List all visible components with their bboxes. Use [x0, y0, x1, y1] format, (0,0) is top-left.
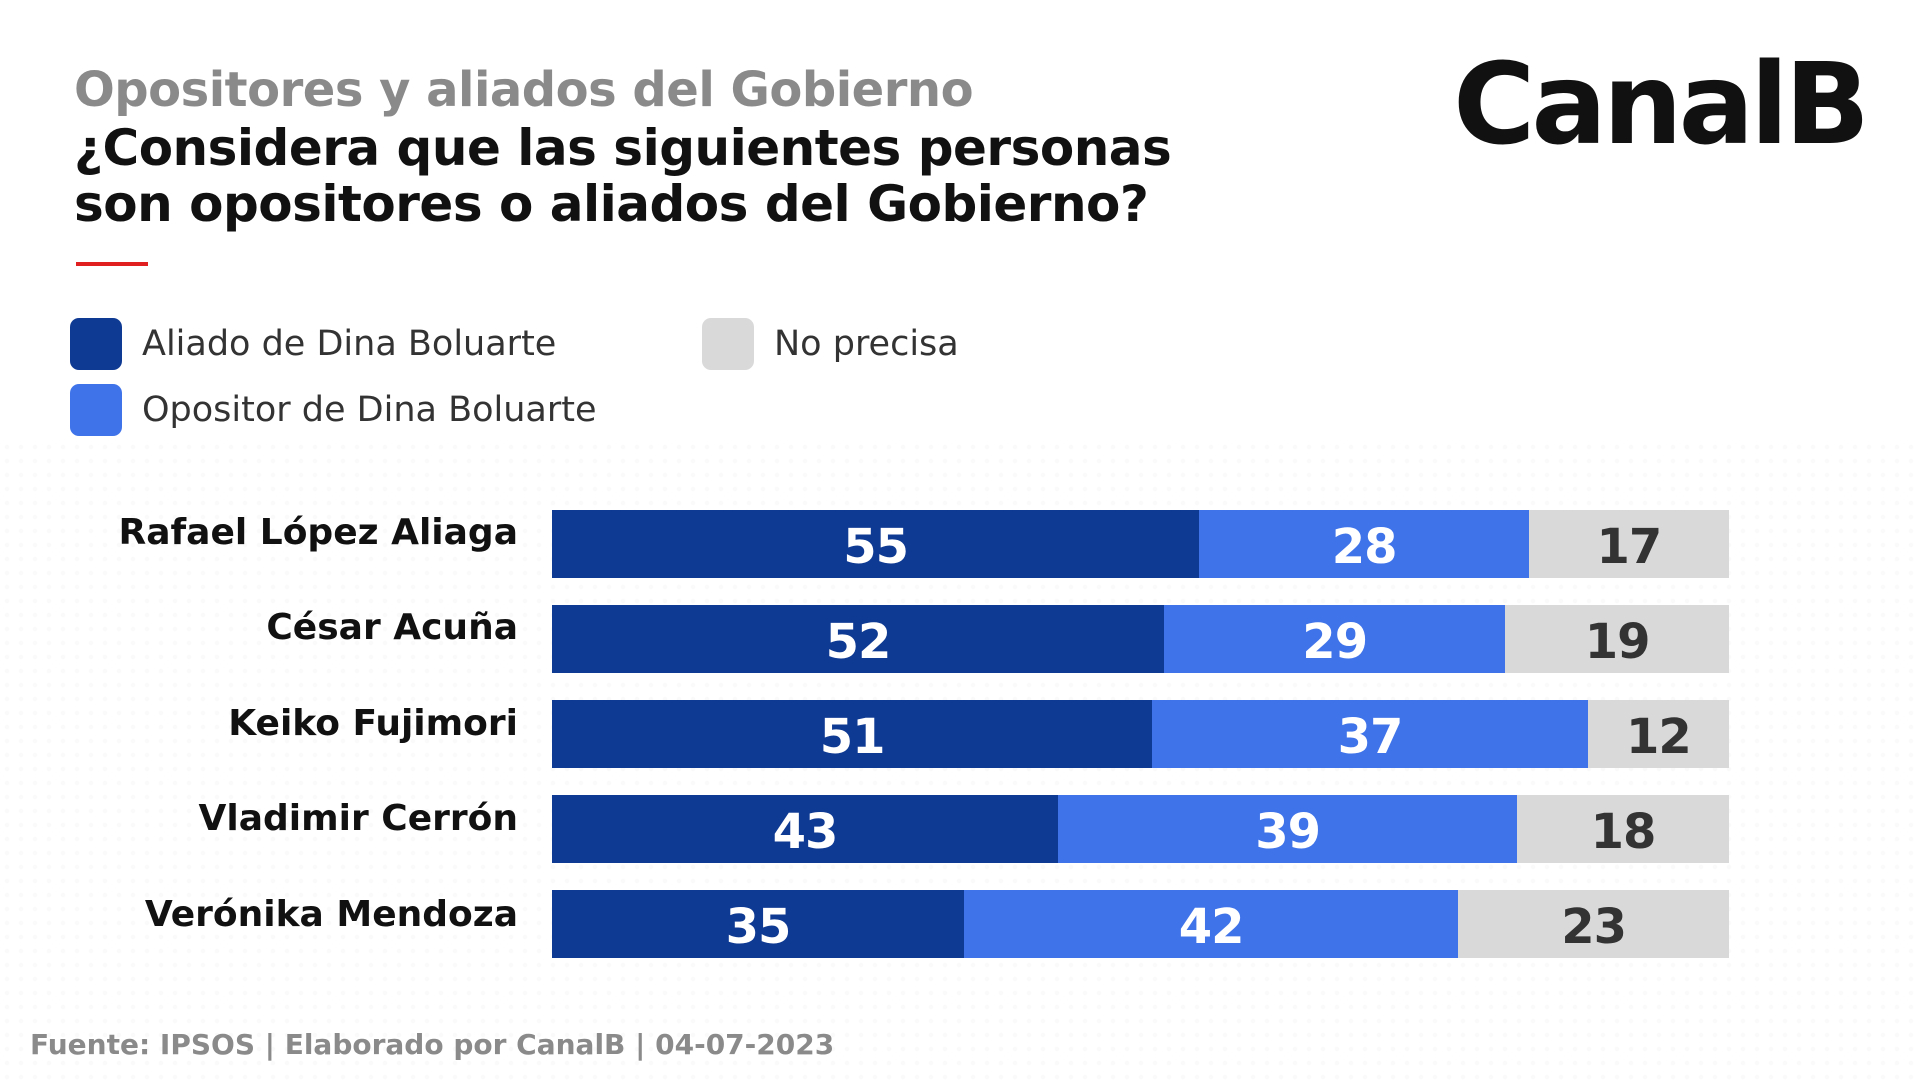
- bar-segment-aliado: 52: [552, 605, 1165, 673]
- data-label: 51: [819, 709, 886, 765]
- legend-item-opositor: Opositor de Dina Boluarte: [70, 384, 597, 436]
- legend-swatch-aliado: [70, 318, 122, 370]
- bar-segment-opositor: 37: [1152, 700, 1588, 768]
- legend-item-aliado: Aliado de Dina Boluarte: [70, 318, 556, 370]
- bar-row: 43 39 18: [552, 795, 1729, 863]
- bar-segment-opositor: 42: [963, 890, 1459, 958]
- legend-label-no-precisa: No precisa: [774, 324, 959, 364]
- data-label: 12: [1625, 709, 1692, 765]
- data-label: 18: [1590, 804, 1657, 860]
- accent-divider: [76, 262, 148, 266]
- bar-row: 52 29 19: [552, 605, 1729, 673]
- bar-row: 55 28 17: [552, 510, 1729, 578]
- bar-segment-aliado: 35: [552, 890, 964, 958]
- data-label: 35: [725, 899, 792, 955]
- bar-segment-no-precisa: 18: [1517, 795, 1729, 863]
- data-label: 43: [772, 804, 839, 860]
- bar-segment-no-precisa: 12: [1587, 700, 1729, 768]
- bar-segment-aliado: 51: [552, 700, 1153, 768]
- canalb-logo: CanalB: [1453, 40, 1870, 170]
- bar-segment-no-precisa: 23: [1458, 890, 1729, 958]
- chart-kicker: Opositores y aliados del Gobierno: [74, 62, 974, 118]
- data-label: 28: [1331, 519, 1398, 575]
- data-label: 39: [1255, 804, 1321, 860]
- legend-swatch-no-precisa: [702, 318, 754, 370]
- bar-segment-opositor: 29: [1164, 605, 1506, 673]
- bar-segment-no-precisa: 19: [1505, 605, 1729, 673]
- legend-label-aliado: Aliado de Dina Boluarte: [142, 324, 557, 364]
- source-note: Fuente: IPSOS | Elaborado por CanalB | 0…: [30, 1028, 835, 1061]
- bar-segment-opositor: 28: [1199, 510, 1529, 578]
- category-label: Verónika Mendoza: [144, 894, 518, 935]
- category-label: Vladimir Cerrón: [198, 798, 518, 839]
- data-label: 52: [825, 614, 892, 670]
- data-label: 29: [1302, 614, 1368, 670]
- bar-segment-aliado: 55: [552, 510, 1200, 578]
- legend-item-no-precisa: No precisa: [702, 318, 959, 370]
- bar-segment-no-precisa: 17: [1528, 510, 1729, 578]
- category-label: César Acuña: [266, 607, 518, 648]
- data-label: 42: [1178, 899, 1245, 955]
- legend-swatch-opositor: [70, 384, 122, 436]
- bar-row: 35 42 23: [552, 890, 1729, 958]
- data-label: 19: [1584, 614, 1651, 670]
- data-label: 23: [1561, 899, 1627, 955]
- data-label: 17: [1596, 519, 1663, 575]
- category-label: Keiko Fujimori: [228, 703, 518, 744]
- bar-row: 51 37 12: [552, 700, 1729, 768]
- category-label: Rafael López Aliaga: [118, 512, 519, 553]
- bar-segment-opositor: 39: [1058, 795, 1518, 863]
- chart-title: ¿Considera que las siguientes personas s…: [74, 119, 1172, 233]
- data-label: 37: [1337, 709, 1404, 765]
- legend-label-opositor: Opositor de Dina Boluarte: [142, 390, 597, 430]
- bar-segment-aliado: 43: [552, 795, 1059, 863]
- data-label: 55: [843, 519, 909, 575]
